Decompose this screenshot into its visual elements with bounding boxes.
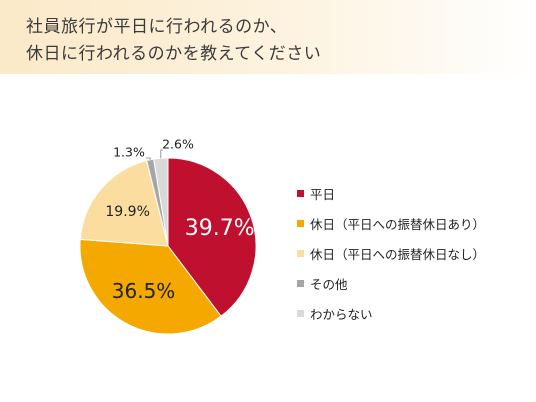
legend-swatch-3 <box>297 249 304 257</box>
legend-item-1: 平日 <box>297 178 485 208</box>
chart-legend: 平日休日（平日への振替休日あり） 休日（平日への振替休日なし） その他わからない <box>297 178 485 328</box>
legend-item-3: 休日（平日への振替休日なし） <box>297 238 485 268</box>
data-label-5: 2.6% <box>162 137 194 152</box>
title-banner: 社員旅行が平日に行われるのか、 休日に行われるのかを教えてください <box>0 0 536 74</box>
legend-swatch-4 <box>297 279 304 287</box>
data-label-2: 36.5% <box>112 279 176 303</box>
pie-slice-1 <box>167 157 257 317</box>
data-label-3: 19.9% <box>105 204 149 220</box>
data-label-1: 39.7% <box>185 216 255 241</box>
legend-swatch-5 <box>297 309 304 317</box>
legend-item-5: わからない <box>297 298 485 328</box>
leader-line-5 <box>160 149 163 159</box>
legend-item-4: その他 <box>297 268 485 298</box>
legend-label-3: 休日（平日への振替休日なし） <box>310 246 486 262</box>
legend-swatch-1 <box>297 189 304 197</box>
pie-slice-3 <box>79 160 169 247</box>
pie-slice-2 <box>79 238 222 335</box>
legend-swatch-2 <box>297 219 304 227</box>
legend-label-5: わからない <box>310 306 373 322</box>
pie-slice-5 <box>153 157 169 247</box>
data-label-4: 1.3% <box>113 145 145 160</box>
legend-label-2: 休日（平日への振替休日あり） <box>310 216 486 232</box>
leader-line-4 <box>146 157 151 160</box>
title-line-1: 社員旅行が平日に行われるのか、 <box>26 17 288 37</box>
legend-item-2: 休日（平日への振替休日あり） <box>297 208 485 238</box>
legend-label-4: その他 <box>310 276 348 292</box>
title-line-2: 休日に行われるのかを教えてください <box>26 44 322 64</box>
legend-label-1: 平日 <box>310 186 336 202</box>
